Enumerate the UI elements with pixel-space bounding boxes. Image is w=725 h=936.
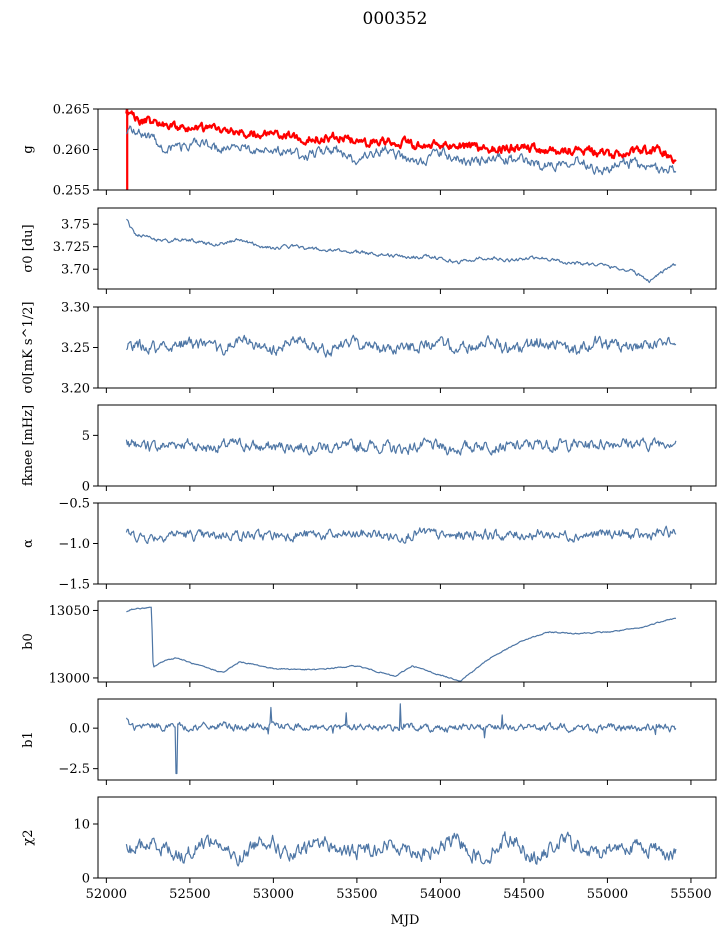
y-tick-label: 0 xyxy=(82,872,90,887)
y-tick-label: −1.0 xyxy=(58,537,90,552)
y-tick-label: 0 xyxy=(82,480,90,495)
x-tick-label: 53500 xyxy=(336,887,377,902)
y-tick-label: −0.5 xyxy=(58,497,90,512)
panel-frame-b0 xyxy=(97,600,717,683)
panel-b1: −2.5 0.0 b1 xyxy=(21,698,717,785)
y-tick-label: 13000 xyxy=(49,671,90,686)
panel-frame-g xyxy=(97,108,717,191)
series-line-fknee-0 xyxy=(125,437,677,456)
figure-title: 000352 xyxy=(363,9,428,29)
panel-frame-sigma0_mk xyxy=(97,306,717,389)
x-tick-label: 55500 xyxy=(670,887,711,902)
panel-alpha: −1.5 −1.0 −0.5 α xyxy=(21,497,717,593)
y-tick-label: 3.20 xyxy=(61,382,90,397)
panel-sigma0_du: 3.70 3.725 3.75 σ0 [du] xyxy=(21,207,717,294)
series-line-b1-0 xyxy=(125,703,677,775)
panels: 0.255 0.260 0.265 g 3.70 3.725 3.75 σ0 [du] 3.20… xyxy=(21,103,717,887)
y-tick-label: 3.30 xyxy=(61,301,90,316)
panel-frame-sigma0_du xyxy=(97,207,717,290)
x-axis-label: MJD xyxy=(391,913,420,928)
series-line-g-1 xyxy=(125,125,677,176)
y-tick-label: 0.260 xyxy=(53,143,90,158)
panel-fknee: 0 5 fknee [mHz] xyxy=(21,404,717,495)
y-tick-label: −2.5 xyxy=(58,762,90,777)
panel-b0: 13000 13050 b0 xyxy=(21,600,717,687)
y-tick-label: 0.255 xyxy=(53,184,90,199)
panel-sigma0_mk: 3.20 3.25 3.30 σ0[mK s^1/2] xyxy=(21,301,717,397)
panel-frame-chi2 xyxy=(97,796,717,879)
y-tick-label: 5 xyxy=(82,429,90,444)
x-tick-label: 52000 xyxy=(86,887,127,902)
y-axis-label-b1: b1 xyxy=(21,731,36,748)
y-tick-label: 3.25 xyxy=(61,341,90,356)
panel-frame-b1 xyxy=(97,698,717,781)
x-tick-label: 53000 xyxy=(253,887,294,902)
y-axis-label-chi2: χ2 xyxy=(21,829,36,845)
x-tick-label: 54000 xyxy=(420,887,461,902)
y-axis-label-alpha: α xyxy=(21,539,36,548)
series-line-g-0 xyxy=(125,109,677,190)
y-axis-label-sigma0_du: σ0 [du] xyxy=(21,224,36,272)
y-tick-label: 10 xyxy=(73,818,90,833)
x-tick-label: 54500 xyxy=(503,887,544,902)
series-line-alpha-0 xyxy=(125,525,677,544)
y-tick-label: 13050 xyxy=(49,604,90,619)
x-tick-label: 55000 xyxy=(587,887,628,902)
y-tick-label: 3.70 xyxy=(61,263,90,278)
x-tick-label: 52500 xyxy=(169,887,210,902)
y-tick-label: 3.75 xyxy=(61,218,90,233)
y-tick-label: 3.725 xyxy=(53,240,90,255)
y-axis-label-g: g xyxy=(21,145,36,153)
panel-g: 0.255 0.260 0.265 g xyxy=(21,103,717,199)
y-axis-label-sigma0_mk: σ0[mK s^1/2] xyxy=(21,302,36,394)
panel-frame-alpha xyxy=(97,502,717,585)
y-tick-label: 0.0 xyxy=(69,722,90,737)
x-tick-labels: 52000 52500 53000 53500 54000 54500 55000 55500 xyxy=(86,887,712,902)
panel-chi2: 0 10 χ2 xyxy=(21,796,717,887)
series-line-sigma0_mk-0 xyxy=(125,334,677,358)
series-line-chi2-0 xyxy=(125,831,677,867)
y-axis-label-b0: b0 xyxy=(21,633,36,650)
y-tick-label: 0.265 xyxy=(53,103,90,118)
series-line-sigma0_du-0 xyxy=(126,218,677,284)
series-line-b0-0 xyxy=(126,606,677,682)
y-tick-label: −1.5 xyxy=(58,578,90,593)
panel-frame-fknee xyxy=(97,404,717,487)
y-axis-label-fknee: fknee [mHz] xyxy=(21,405,36,486)
